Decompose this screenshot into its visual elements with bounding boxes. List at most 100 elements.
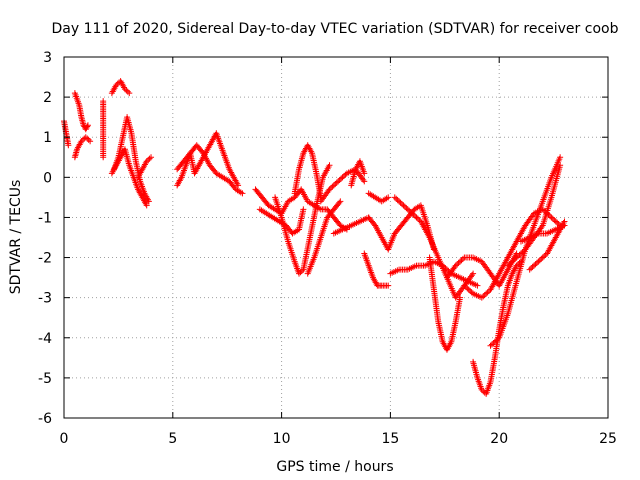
data-point — [509, 258, 516, 265]
series-t4 — [100, 98, 107, 161]
data-point — [510, 257, 517, 264]
data-point — [326, 186, 333, 193]
series-t10 — [174, 142, 246, 197]
series-t3 — [71, 134, 94, 161]
x-tick-label: 15 — [381, 431, 399, 447]
data-point — [539, 254, 546, 261]
data-point — [413, 214, 420, 221]
series-t26 — [461, 206, 564, 301]
data-point — [531, 262, 538, 269]
data-point — [506, 261, 513, 268]
data-point — [114, 80, 121, 87]
data-point — [457, 258, 464, 265]
data-point — [494, 336, 501, 343]
data-point — [235, 182, 242, 189]
axis-ticks — [63, 56, 609, 419]
data-point — [399, 201, 406, 208]
data-point — [410, 211, 417, 218]
series-t20 — [361, 250, 392, 289]
chart-title: Day 111 of 2020, Sidereal Day-to-day VTE… — [52, 21, 619, 37]
data-point — [406, 207, 413, 214]
data-point — [336, 199, 343, 206]
data-point — [490, 340, 497, 347]
data-point — [335, 178, 342, 185]
data-point — [480, 388, 487, 395]
series-t29 — [504, 162, 564, 269]
data-point — [391, 194, 398, 201]
x-tick-label: 10 — [273, 431, 291, 447]
data-point — [79, 136, 86, 143]
data-point — [403, 205, 410, 212]
x-tick-label: 25 — [599, 431, 617, 447]
data-point — [513, 254, 520, 261]
data-point — [394, 197, 401, 204]
series-t7 — [108, 146, 150, 209]
series-t19 — [365, 190, 392, 205]
series-t8 — [134, 154, 155, 181]
x-tick-label: 0 — [60, 431, 69, 447]
data-point — [519, 249, 526, 256]
data-point — [342, 171, 349, 178]
y-tick-labels: -6 -5 -4 -3 -2 -1 0 1 2 3 — [38, 50, 52, 427]
data-point — [459, 255, 466, 262]
data-point — [517, 250, 524, 257]
y-tick-label: -6 — [38, 411, 52, 427]
data-point — [338, 175, 345, 182]
data-point — [393, 195, 400, 202]
data-point — [468, 289, 475, 296]
series-t28 — [487, 154, 564, 349]
data-point — [327, 185, 334, 192]
data-point — [300, 206, 307, 213]
y-tick-label: -5 — [38, 371, 52, 387]
x-axis-label: GPS time / hours — [276, 459, 393, 475]
data-point — [397, 199, 404, 206]
data-point — [554, 219, 561, 226]
y-tick-label: -4 — [38, 331, 52, 347]
data-point — [464, 285, 471, 292]
series-t5 — [108, 78, 133, 97]
data-point — [326, 162, 333, 169]
data-point — [507, 259, 514, 266]
data-point — [340, 172, 347, 179]
data-point — [512, 255, 519, 262]
data-point — [483, 290, 490, 297]
data-point — [478, 386, 485, 393]
data-point — [297, 269, 304, 276]
data-point — [529, 263, 536, 270]
data-point — [467, 287, 474, 294]
data-points — [61, 78, 568, 397]
data-point — [532, 261, 539, 268]
data-point — [462, 283, 469, 290]
data-point — [65, 142, 72, 149]
data-point — [126, 90, 133, 97]
data-point — [470, 270, 477, 277]
data-point — [145, 198, 152, 205]
data-point — [148, 154, 155, 161]
data-point — [528, 265, 535, 272]
data-point — [504, 262, 511, 269]
data-point — [533, 259, 540, 266]
data-point — [515, 253, 522, 260]
data-point — [548, 214, 555, 221]
data-point — [333, 179, 340, 186]
data-point — [478, 294, 485, 301]
data-point — [82, 134, 89, 141]
data-point — [487, 342, 494, 349]
data-point — [400, 202, 407, 209]
x-tick-label: 20 — [490, 431, 508, 447]
series-t18 — [348, 158, 368, 189]
data-point — [84, 122, 91, 129]
data-point — [516, 251, 523, 258]
series-t23 — [391, 194, 477, 301]
series-t31 — [517, 222, 568, 245]
data-point — [454, 261, 461, 268]
data-point — [491, 338, 498, 345]
data-point — [549, 215, 556, 222]
data-point — [199, 148, 206, 155]
data-point — [329, 183, 336, 190]
data-point — [330, 182, 337, 189]
y-tick-label: -2 — [38, 251, 52, 267]
data-point — [541, 253, 548, 260]
series-t15 — [304, 198, 344, 277]
